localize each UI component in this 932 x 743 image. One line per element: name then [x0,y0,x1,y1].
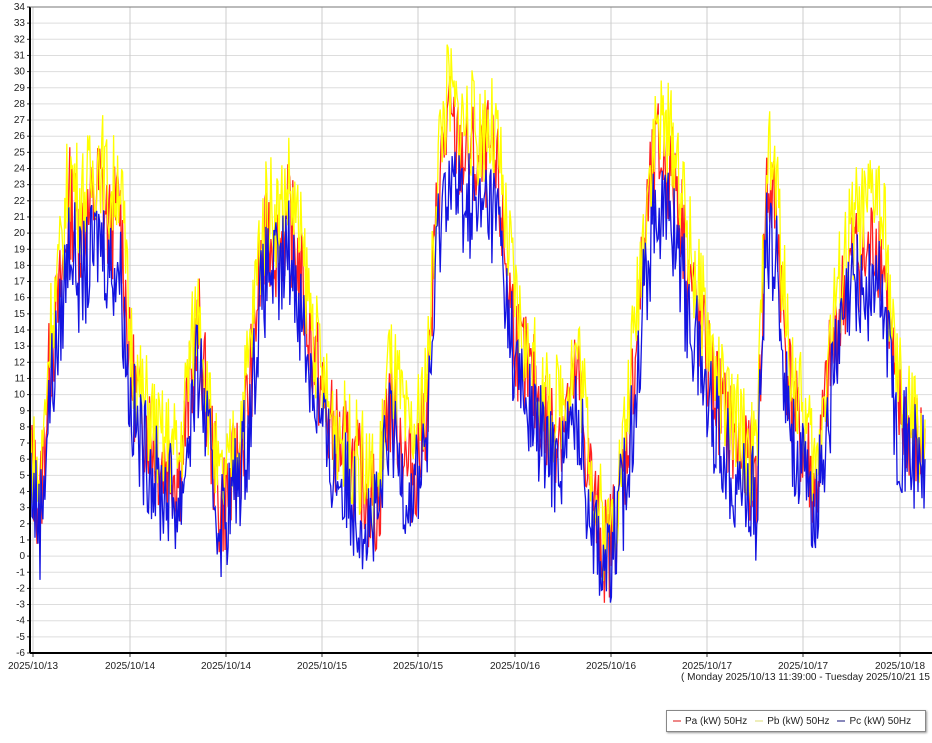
y-tick-label: -1 [16,567,25,578]
y-tick-label: 13 [14,341,26,352]
y-tick-label: 31 [14,50,26,61]
y-tick-label: 14 [14,325,26,336]
y-tick-label: 34 [14,2,26,13]
y-tick-label: 33 [14,18,26,29]
y-tick-label: 26 [14,131,26,142]
x-tick-label: 2025/10/18 [875,661,925,672]
legend-item-pc[interactable]: Pc (kW) 50Hz [837,716,911,727]
y-tick-label: 1 [19,535,25,546]
y-tick-label: 29 [14,83,26,94]
x-tick-label: 2025/10/15 [393,661,443,672]
y-tick-label: 18 [14,260,26,271]
x-tick-label: 2025/10/14 [105,661,155,672]
series-line-pb [29,44,926,589]
y-tick-label: 0 [19,551,25,562]
x-tick-label: 2025/10/14 [201,661,251,672]
x-tick-label: 2025/10/16 [586,661,636,672]
y-tick-label: 23 [14,180,26,191]
y-tick-label: 3 [19,503,25,514]
y-tick-label: 25 [14,147,26,158]
y-tick-label: 16 [14,293,26,304]
x-tick-label: 2025/10/17 [682,661,732,672]
y-tick-label: 20 [14,228,26,239]
y-tick-label: -2 [16,583,25,594]
y-tick-label: -4 [16,616,25,627]
legend-swatch [755,720,764,722]
x-tick-label: 2025/10/15 [297,661,347,672]
y-tick-label: -6 [16,648,25,659]
y-tick-label: 8 [19,422,25,433]
series-line-pc [29,151,926,603]
y-tick-label: 2 [19,519,25,530]
y-tick-label: 4 [19,487,25,498]
date-range-label: ( Monday 2025/10/13 11:39:00 - Tuesday 2… [681,672,930,683]
legend-label: Pc (kW) 50Hz [849,715,912,727]
y-tick-label: 21 [14,212,26,223]
legend-item-pa[interactable]: Pa (kW) 50Hz [673,716,747,727]
legend: Pa (kW) 50Hz Pb (kW) 50Hz Pc (kW) 50Hz [666,710,926,732]
y-tick-label: 10 [14,390,26,401]
legend-swatch [837,720,846,722]
y-tick-label: 5 [19,470,25,481]
y-tick-label: -3 [16,600,25,611]
y-tick-label: 27 [14,115,26,126]
y-tick-label: 15 [14,309,26,320]
x-tick-label: 2025/10/13 [8,661,58,672]
y-tick-label: 22 [14,196,26,207]
x-tick-label: 2025/10/16 [490,661,540,672]
y-tick-label: 28 [14,99,26,110]
x-tick-label: 2025/10/17 [778,661,828,672]
y-tick-label: 24 [14,164,26,175]
legend-label: Pb (kW) 50Hz [767,715,830,727]
y-tick-label: -5 [16,632,25,643]
y-tick-label: 11 [15,373,26,384]
grid [30,6,932,654]
y-tick-label: 9 [19,406,25,417]
y-tick-label: 30 [14,67,26,78]
legend-swatch [673,720,681,722]
y-tick-label: 12 [14,357,26,368]
series-group [29,44,926,603]
y-tick-label: 6 [19,454,25,465]
y-tick-label: 19 [14,244,26,255]
y-tick-label: 32 [14,34,26,45]
legend-label: Pa (kW) 50Hz [685,715,748,727]
legend-item-pb[interactable]: Pb (kW) 50Hz [755,716,829,727]
axes: -6-5-4-3-2-10123456789101112131415161718… [8,2,932,672]
y-tick-label: 7 [19,438,25,449]
y-tick-label: 17 [14,277,26,288]
